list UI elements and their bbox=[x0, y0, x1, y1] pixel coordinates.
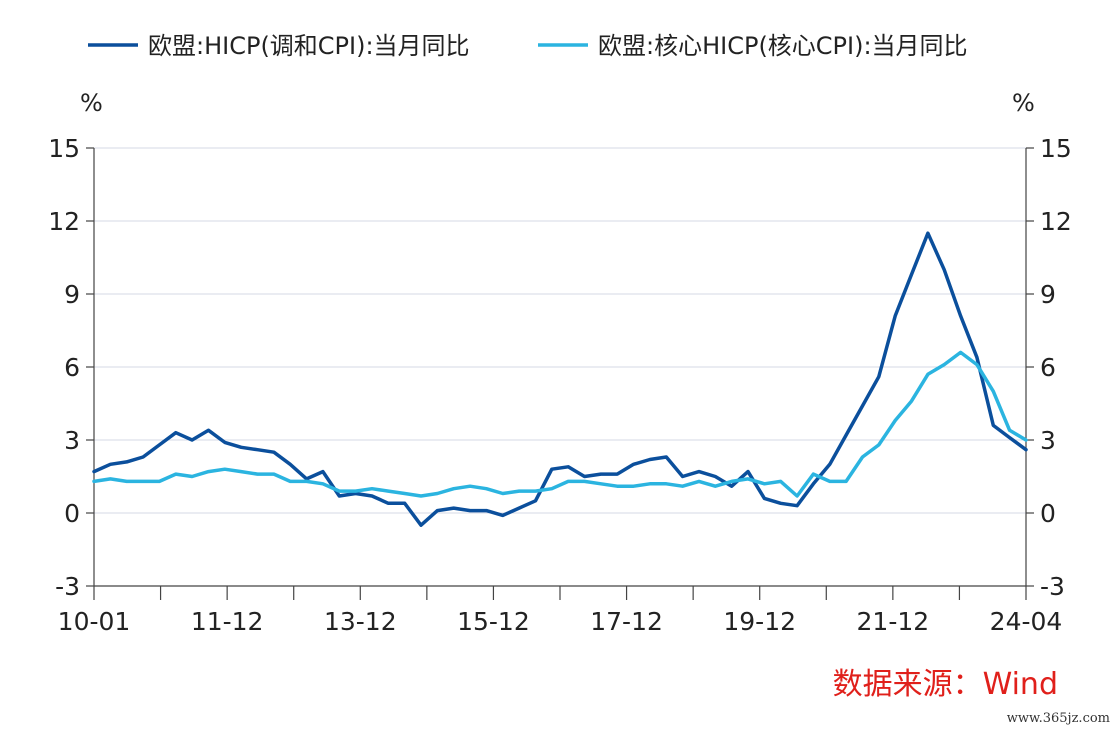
x-tick-label: 24-04 bbox=[990, 607, 1063, 636]
y-tick-label-right: -3 bbox=[1040, 572, 1065, 601]
x-tick-label: 15-12 bbox=[457, 607, 530, 636]
x-tick-label: 13-12 bbox=[324, 607, 397, 636]
y-tick-label-left: 0 bbox=[64, 499, 80, 528]
series-line-core-hicp bbox=[92, 350, 1028, 498]
legend: 欧盟:HICP(调和CPI):当月同比 欧盟:核心HICP(核心CPI):当月同… bbox=[88, 32, 968, 60]
gridlines bbox=[94, 147, 1026, 514]
legend-label-core-hicp: 欧盟:核心HICP(核心CPI):当月同比 bbox=[598, 32, 968, 60]
axes bbox=[86, 147, 1034, 600]
y-tick-label-right: 0 bbox=[1040, 499, 1056, 528]
x-tick-label: 10-01 bbox=[58, 607, 131, 636]
y-tick-label-left: 6 bbox=[64, 353, 80, 382]
x-tick-label: 11-12 bbox=[191, 607, 264, 636]
y-tick-label-left: 15 bbox=[48, 134, 80, 163]
y-tick-label-right: 9 bbox=[1040, 280, 1056, 309]
legend-label-hicp: 欧盟:HICP(调和CPI):当月同比 bbox=[148, 32, 470, 60]
y-tick-label-left: 9 bbox=[64, 280, 80, 309]
y-tick-label-left: -3 bbox=[55, 572, 80, 601]
y-tick-label-left: 3 bbox=[64, 426, 80, 455]
y-tick-label-left: 12 bbox=[48, 207, 80, 236]
x-tick-labels: 10-01 11-12 13-12 15-12 17-12 19-12 21-12 24-04 bbox=[58, 607, 1063, 636]
y-tick-label-right: 6 bbox=[1040, 353, 1056, 382]
x-tick-label: 21-12 bbox=[857, 607, 930, 636]
series-lines bbox=[92, 231, 1028, 527]
right-axis-unit: % bbox=[1012, 89, 1035, 117]
y-tick-label-right: 12 bbox=[1040, 207, 1072, 236]
x-tick-label: 17-12 bbox=[590, 607, 663, 636]
y-tick-label-right: 3 bbox=[1040, 426, 1056, 455]
x-tick-label: 19-12 bbox=[723, 607, 796, 636]
watermark-text: www.365jz.com bbox=[1007, 711, 1110, 726]
y-tick-label-right: 15 bbox=[1040, 134, 1072, 163]
left-axis-unit: % bbox=[80, 89, 103, 117]
source-label: 数据来源：Wind bbox=[833, 667, 1058, 702]
y-tick-labels: -3 -3 0 0 3 3 6 6 9 9 12 12 15 15 bbox=[48, 134, 1072, 601]
series-line-hicp bbox=[92, 231, 1028, 527]
